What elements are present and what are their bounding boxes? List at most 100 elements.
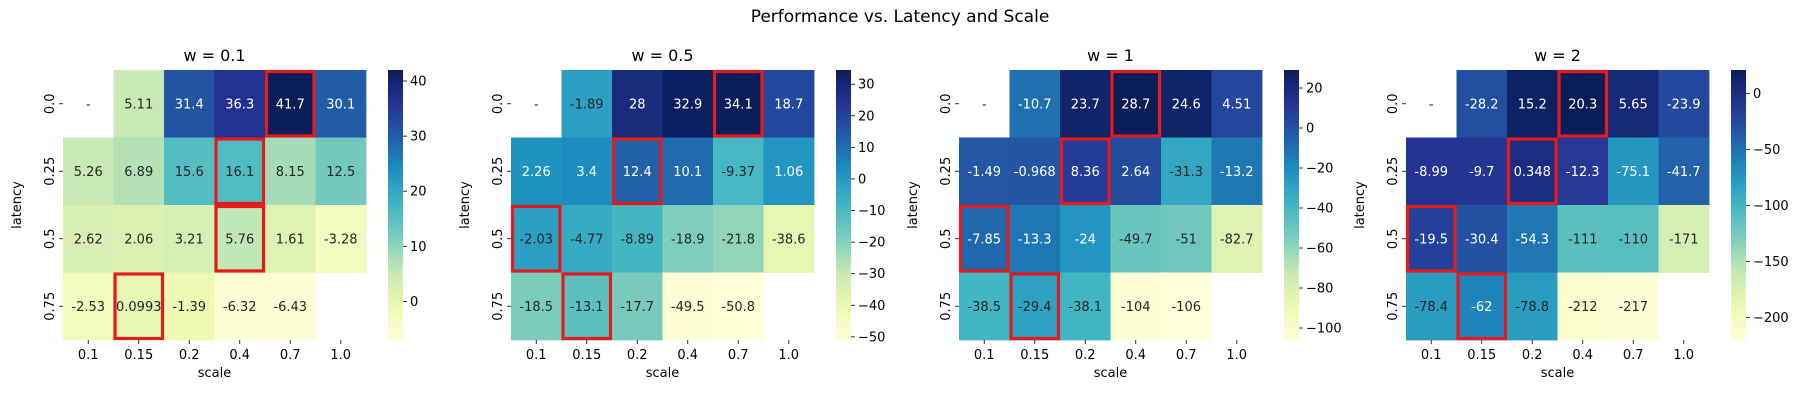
y-tick-label: 0.25 (939, 157, 954, 186)
y-tick-label: 0.5 (939, 228, 954, 249)
heatmap-cell (612, 70, 663, 138)
heatmap-cell (1110, 272, 1162, 341)
y-axis-label: latency (1353, 181, 1368, 229)
y-tick-label: 0.0 (43, 93, 58, 114)
heatmap-cell (214, 70, 266, 138)
heatmap-cell (1507, 70, 1558, 138)
y-tick-label: 0.0 (491, 93, 506, 114)
heatmap-cell (1060, 272, 1111, 341)
x-tick-label: 1.0 (330, 348, 351, 363)
cell-label: - (534, 97, 539, 112)
cell-label: - (86, 97, 91, 112)
highlight-box (1506, 137, 1558, 206)
colorbar (836, 70, 851, 340)
highlight-box (113, 272, 165, 341)
cell-label: -1.49 (967, 165, 1001, 180)
x-tick-label: 0.2 (179, 348, 200, 363)
x-tick-label: 0.15 (1020, 348, 1049, 363)
heatmap-cell (1060, 137, 1111, 206)
cell-label: -110 (1618, 232, 1648, 247)
y-axis-label: latency (458, 181, 473, 229)
cell-label: -38.5 (967, 300, 1001, 315)
x-tick-label: 0.1 (1421, 348, 1442, 363)
y-tick-label: 0.5 (491, 228, 506, 249)
cell-label: -10.7 (1018, 97, 1052, 112)
cell-label: -2.53 (71, 300, 105, 315)
cell-label: 5.76 (225, 232, 254, 247)
cell-label: 2.06 (124, 232, 153, 247)
cell-label: -18.9 (671, 232, 705, 247)
cell-label: 41.7 (276, 97, 305, 112)
cell-label: -9.37 (721, 165, 755, 180)
heatmap-cell (662, 272, 714, 341)
cell-label: -111 (1568, 232, 1598, 247)
cell-label: -24 (1075, 232, 1096, 247)
heatmap-cell (1507, 272, 1558, 341)
heatmap-panel-2: w = 0.5 - -1.89 28 32.9 34.1 18.7 2.26 3.4 12.4 10… (458, 46, 885, 381)
heatmap-cell (1507, 137, 1558, 206)
colorbar (388, 70, 403, 340)
cell-label: 36.3 (225, 97, 254, 112)
heatmap-cell (561, 137, 613, 206)
x-axis-label: scale (198, 366, 232, 381)
x-tick-label: 0.1 (526, 348, 547, 363)
y-tick-label: 0.0 (1386, 93, 1401, 114)
cell-label: 20.3 (1568, 97, 1597, 112)
heatmap-cell (164, 205, 215, 273)
cell-label: -50.8 (721, 300, 755, 315)
cell-label: -29.4 (1018, 300, 1052, 315)
cell-label: -23.9 (1667, 97, 1701, 112)
cell-label: -4.77 (570, 232, 604, 247)
heatmap-cell (1608, 205, 1659, 273)
cell-label: -9.7 (1469, 165, 1494, 180)
x-tick-label: 0.4 (677, 348, 698, 363)
cell-label: 24.6 (1172, 97, 1201, 112)
colorbar-tick-label: 20 (1306, 82, 1323, 97)
figure-title: Performance vs. Latency and Scale (751, 7, 1050, 27)
highlight-box (712, 69, 764, 138)
cell-label: -38.6 (772, 232, 806, 247)
colorbar-tick-label: −80 (1306, 282, 1333, 297)
cell-label: -49.5 (671, 300, 705, 315)
cell-label: 12.5 (326, 165, 355, 180)
colorbar-tick-label: −150 (1753, 255, 1789, 270)
colorbar-tick-label: 10 (410, 240, 427, 255)
cell-label: -38.1 (1068, 300, 1102, 315)
y-tick-label: 0.25 (491, 157, 506, 186)
colorbar-tick-label: 30 (858, 78, 875, 93)
heatmap-cell (959, 137, 1010, 206)
heatmap-cell (1658, 70, 1710, 138)
cell-label: 10.1 (673, 165, 702, 180)
heatmap-panel-3: w = 1 - -10.7 23.7 28.7 24.6 4.51 -1.49 -0.968 8.… (906, 46, 1342, 381)
panel-title: w = 0.5 (631, 46, 693, 65)
cell-label: -62 (1471, 300, 1492, 315)
cell-label: 8.36 (1071, 165, 1100, 180)
heatmap-cell (561, 272, 613, 341)
cell-label: -8.99 (1414, 165, 1448, 180)
x-tick-label: 1.0 (778, 348, 799, 363)
cell-label: -106 (1171, 300, 1201, 315)
cell-label: 1.06 (774, 165, 803, 180)
cell-label: 34.1 (724, 97, 753, 112)
y-tick-label: 0.75 (491, 292, 506, 321)
panel-title: w = 1 (1087, 46, 1134, 65)
highlight-box (1557, 69, 1609, 138)
colorbar-tick-label: 20 (858, 109, 875, 124)
cell-label: 28.7 (1121, 97, 1150, 112)
heatmap-cell (1009, 137, 1061, 206)
heatmap-cell (1161, 70, 1212, 138)
cell-label: 6.89 (124, 165, 153, 180)
cell-label: 12.4 (623, 165, 652, 180)
cell-label: 5.11 (124, 97, 153, 112)
colorbar-tick-label: −100 (1753, 199, 1789, 214)
heatmap-cell (1456, 70, 1508, 138)
heatmap-cell (265, 205, 316, 273)
cell-label: 1.61 (276, 232, 305, 247)
heatmap-cell (214, 205, 266, 273)
cell-label: -2.03 (519, 232, 553, 247)
heatmap-cell (315, 70, 367, 138)
cell-label: -82.7 (1220, 232, 1254, 247)
heatmap-cell (713, 205, 764, 273)
cell-label: 15.2 (1518, 97, 1547, 112)
colorbar (1284, 70, 1299, 340)
